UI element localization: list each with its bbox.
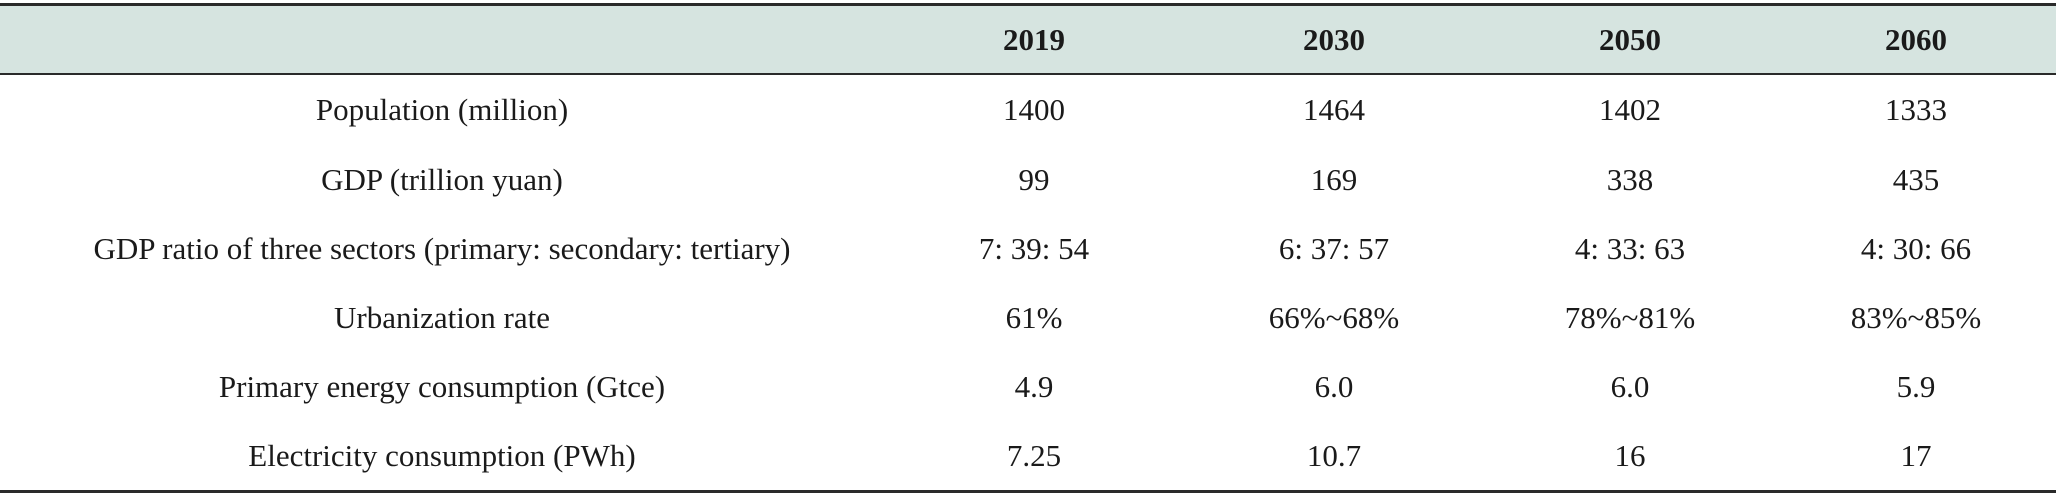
table-cell: 83%~85%	[1850, 299, 1982, 335]
table-cell: 1333	[1885, 92, 1947, 127]
table-cell: 16	[1484, 421, 1776, 493]
table-cell: 7: 39: 54	[978, 230, 1090, 266]
header-cell-indicator	[0, 3, 884, 75]
header-cell-year: 2030	[1184, 3, 1484, 75]
table-body: Population (million) 1400 1464 1402 1333…	[0, 74, 2056, 493]
table-cell: 1464	[1303, 92, 1365, 127]
table-cell: 6.0	[1314, 368, 1354, 404]
row-label: Urbanization rate	[333, 299, 551, 335]
header-cell-year: 2019	[884, 3, 1184, 75]
table-cell: 4: 33: 63	[1574, 230, 1686, 266]
table-cell: 78%~81%	[1564, 299, 1696, 335]
table-row: Population (million) 1400 1464 1402 1333	[0, 74, 2056, 145]
header-cell-year: 2060	[1776, 3, 2056, 75]
table-cell: 4.9	[1014, 368, 1054, 404]
table-header: 2019 2030 2050 2060	[0, 3, 2056, 75]
table-cell: 4: 30: 66	[1860, 230, 1972, 266]
table-cell: 435	[1892, 161, 1940, 197]
data-table-container: 2019 2030 2050 2060 Population (million)…	[0, 3, 2056, 493]
table-row: GDP ratio of three sectors (primary: sec…	[0, 214, 2056, 283]
table-cell: 1402	[1599, 92, 1661, 127]
table-cell: 61%	[1005, 299, 1063, 335]
row-label: Electricity consumption (PWh)	[0, 421, 884, 493]
header-cell-year: 2050	[1484, 3, 1776, 75]
row-label: Primary energy consumption (Gtce)	[218, 368, 666, 404]
table-cell: 5.9	[1896, 368, 1936, 404]
table-row: GDP (trillion yuan) 99 169 338 435	[0, 145, 2056, 214]
table-cell: 10.7	[1184, 421, 1484, 493]
table-cell: 17	[1776, 421, 2056, 493]
row-label: GDP (trillion yuan)	[321, 161, 563, 197]
row-label: Population (million)	[315, 92, 569, 127]
table-cell: 1400	[1003, 92, 1065, 127]
row-label: GDP ratio of three sectors (primary: sec…	[93, 230, 791, 266]
table-cell: 338	[1606, 161, 1654, 197]
table-cell: 7.25	[884, 421, 1184, 493]
data-table: 2019 2030 2050 2060 Population (million)…	[0, 3, 2056, 493]
table-row: Primary energy consumption (Gtce) 4.9 6.…	[0, 352, 2056, 421]
table-cell: 6.0	[1610, 368, 1650, 404]
table-cell: 6: 37: 57	[1278, 230, 1390, 266]
header-row: 2019 2030 2050 2060	[0, 3, 2056, 75]
table-row: Electricity consumption (PWh) 7.25 10.7 …	[0, 421, 2056, 493]
table-cell: 66%~68%	[1268, 299, 1400, 335]
table-cell: 169	[1310, 161, 1358, 197]
table-cell: 99	[1018, 161, 1050, 197]
table-row: Urbanization rate 61% 66%~68% 78%~81% 83…	[0, 283, 2056, 352]
